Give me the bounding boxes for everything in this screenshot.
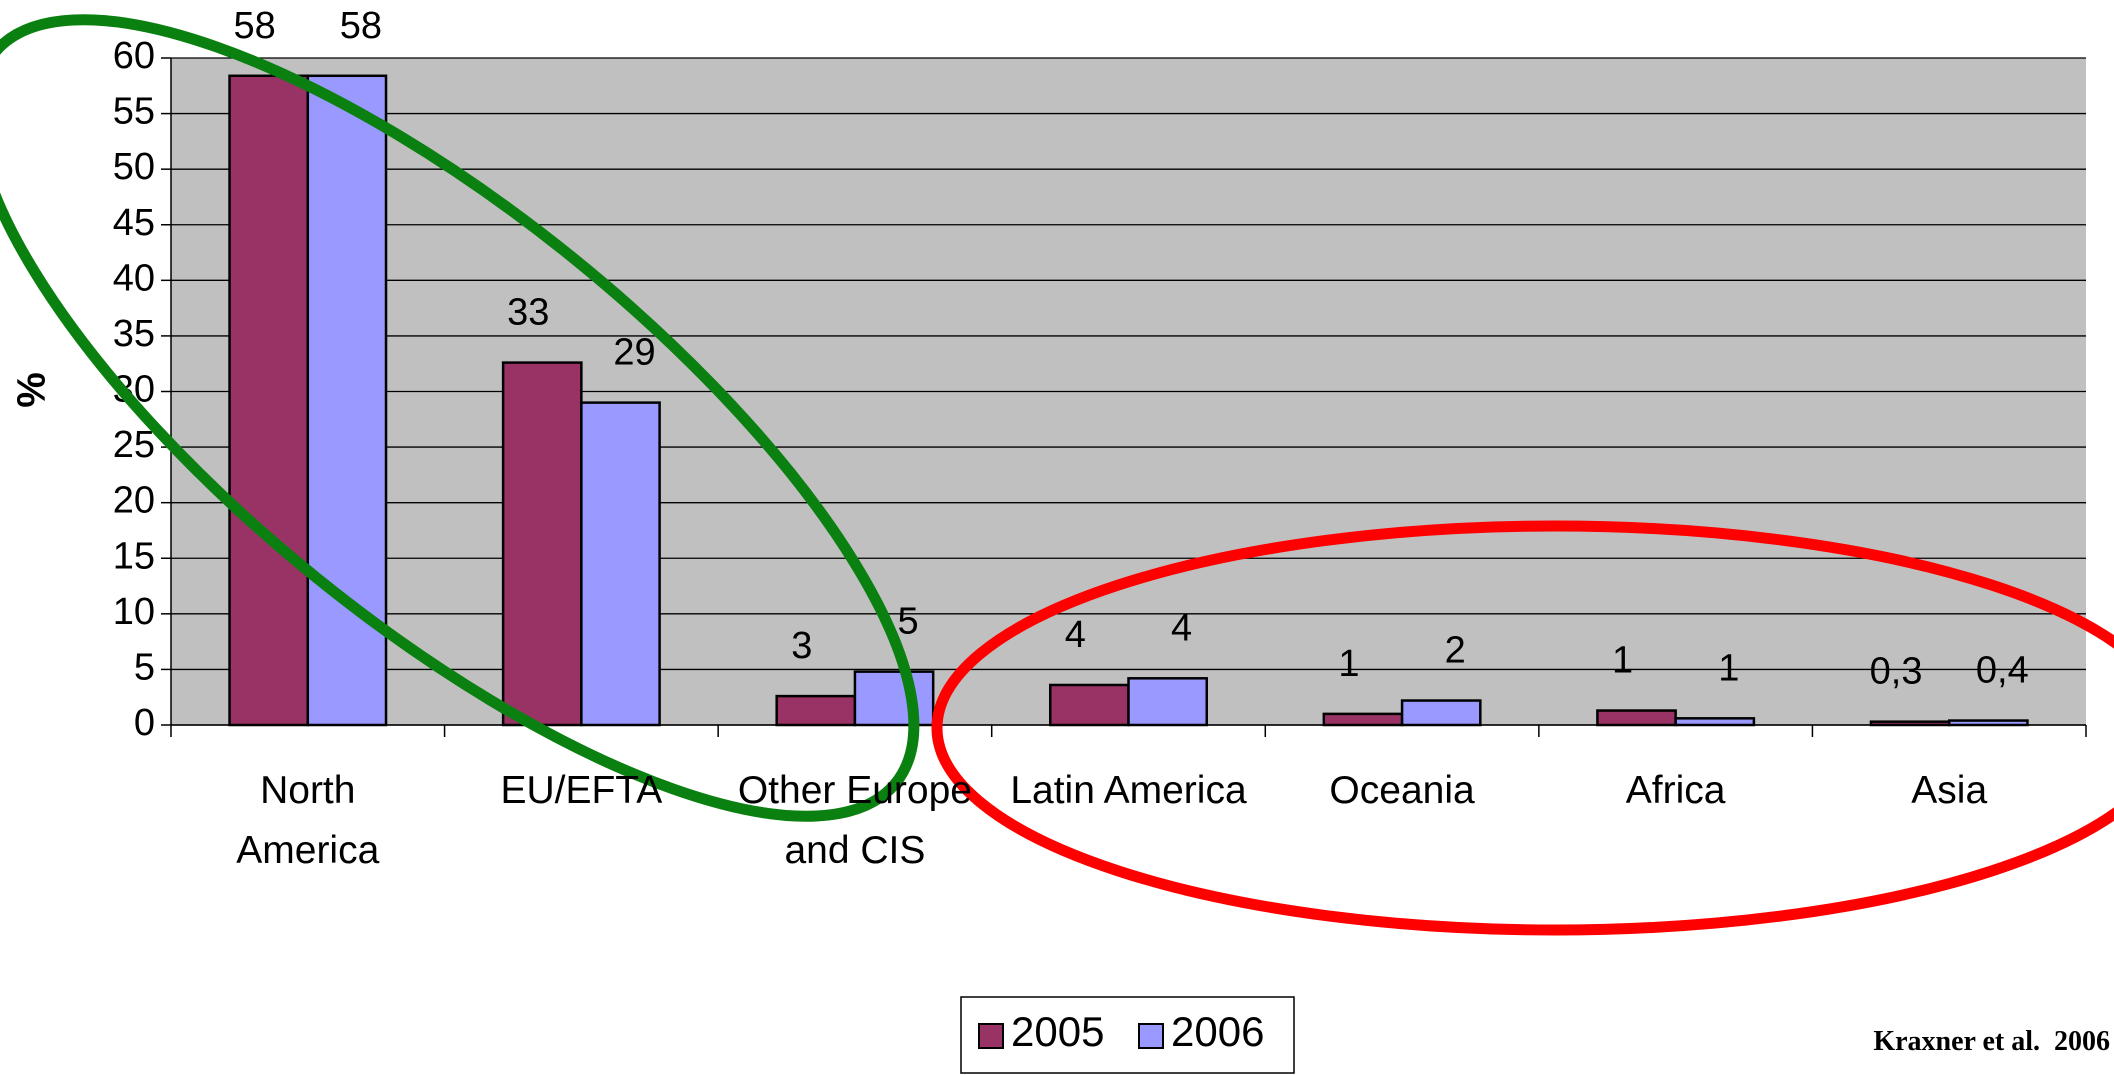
y-tick-label: 0: [134, 702, 155, 744]
data-label: 0,4: [1976, 650, 2029, 692]
bar: [1049, 683, 1130, 727]
bar: [1947, 719, 2029, 727]
bar: [853, 670, 935, 727]
bar: [1674, 717, 1756, 727]
bar: [1596, 709, 1677, 727]
x-tick-label: Africa: [1625, 769, 1726, 812]
bar: [1322, 712, 1404, 727]
data-label: 33: [507, 292, 549, 334]
y-tick-label: 20: [113, 480, 155, 522]
y-tick-label: 25: [113, 424, 155, 466]
legend-label: 2006: [1171, 1008, 1264, 1055]
bar: [501, 361, 583, 727]
y-tick-label: 45: [113, 202, 155, 244]
y-tick-label: 40: [113, 257, 155, 299]
data-label: 2: [1445, 630, 1466, 672]
y-tick-label: 5: [134, 646, 155, 688]
legend-swatch: [978, 1023, 1004, 1049]
bar: [1400, 699, 1482, 727]
source: Kraxner et al. 2006: [1873, 1026, 2110, 1057]
annotation-ellipse: [931, 520, 2114, 936]
data-label: 29: [613, 332, 655, 374]
legend-label: 2005: [1011, 1008, 1104, 1055]
y-tick-label: 60: [113, 35, 155, 77]
y-tick-label: 15: [113, 535, 155, 577]
y-tick-label: 50: [113, 146, 155, 188]
data-label: 5: [897, 601, 918, 643]
data-label: 4: [1171, 607, 1192, 649]
y-axis-label: %: [10, 372, 54, 408]
data-label: 1: [1612, 640, 1633, 682]
bar: [228, 74, 310, 727]
data-label: 4: [1065, 614, 1086, 656]
data-label: 58: [234, 5, 276, 47]
x-tick-label: Other Europe and CIS: [737, 769, 972, 872]
x-tick-label: EU/EFTA: [500, 769, 663, 812]
data-label: 1: [1718, 647, 1739, 689]
data-label: 3: [791, 625, 812, 667]
y-tick-label: 10: [113, 591, 155, 633]
legend-box: [960, 996, 1295, 1074]
bar: [1869, 720, 1951, 727]
x-tick-label: Latin America: [1010, 769, 1247, 812]
bar: [580, 401, 661, 727]
bar: [775, 694, 857, 727]
y-tick-label: 35: [113, 313, 155, 355]
legend-swatch: [1138, 1023, 1164, 1049]
y-tick-label: 55: [113, 91, 155, 133]
data-label: 58: [340, 5, 382, 47]
bar: [1127, 677, 1208, 727]
x-tick-label: Asia: [1911, 769, 1988, 812]
annotation-ellipse: [0, 14, 920, 822]
x-tick-label: Oceania: [1329, 769, 1475, 812]
x-tick-label: North America: [236, 769, 380, 872]
data-label: 0,3: [1870, 651, 1923, 693]
data-label: 1: [1338, 643, 1359, 685]
